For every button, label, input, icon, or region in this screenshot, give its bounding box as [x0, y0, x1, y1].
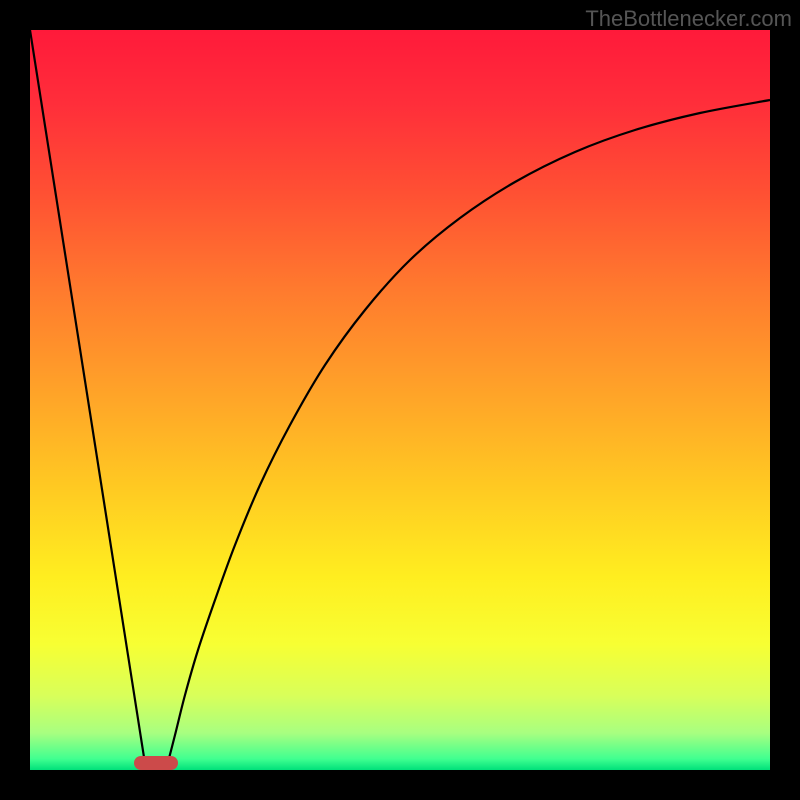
plot-area: [30, 30, 770, 770]
optimal-marker: [134, 756, 178, 770]
chart-container: TheBottlenecker.com: [0, 0, 800, 800]
watermark-text: TheBottlenecker.com: [585, 6, 792, 32]
bottleneck-chart: [0, 0, 800, 800]
